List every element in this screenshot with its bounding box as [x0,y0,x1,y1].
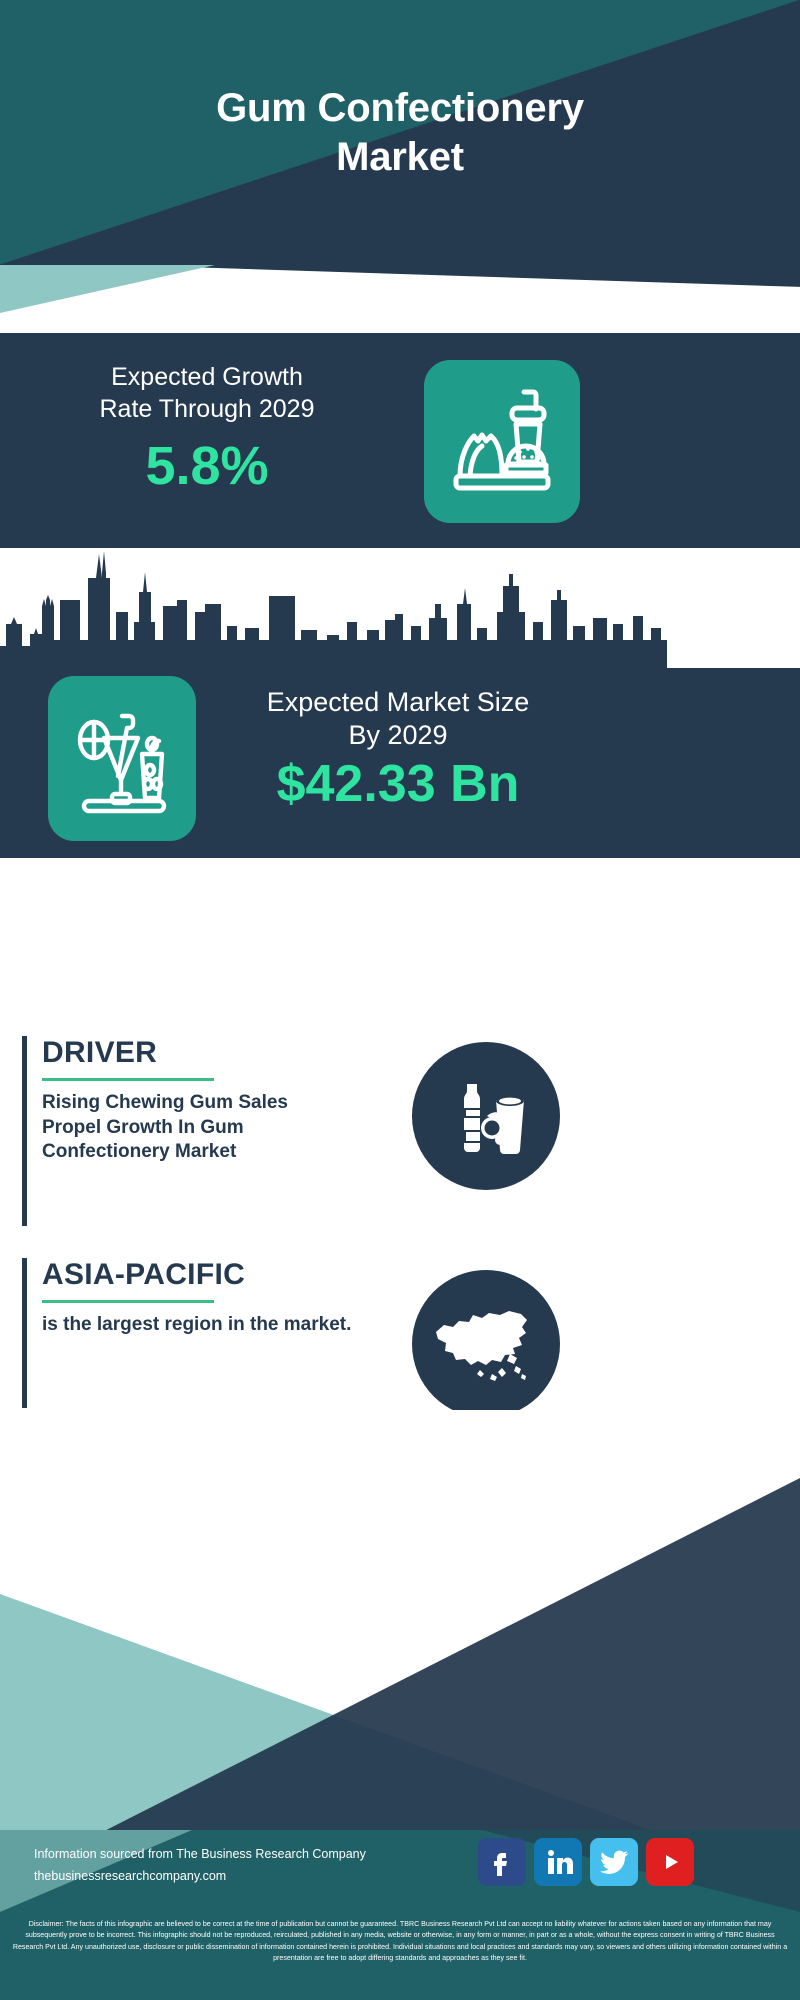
market-size-label: Expected Market Size By 2029 [222,686,574,753]
header-diagonal-shape [0,0,800,265]
growth-rate-panel: Expected Growth Rate Through 2029 5.8% [0,333,800,548]
body-white-area [0,858,800,1338]
asia-map-icon [412,1270,560,1418]
market-size-label-line2: By 2029 [348,720,448,751]
footer-source-line1: Information sourced from The Business Re… [34,1847,366,1861]
driver-text-line2: Propel Growth In Gum [42,1116,244,1138]
footer-source-text: Information sourced from The Business Re… [34,1844,434,1888]
market-size-value: $42.33 Bn [276,754,520,813]
growth-rate-value: 5.8% [145,436,269,496]
driver-content: DRIVER Rising Chewing Gum Sales Propel G… [42,1036,442,1165]
driver-block: DRIVER Rising Chewing Gum Sales Propel G… [22,1036,782,1226]
growth-rate-label-line2: Rate Through 2029 [99,395,315,423]
page-title-line1: Gum Confectionery [216,85,584,130]
facebook-icon[interactable] [478,1838,526,1886]
region-block: ASIA-PACIFIC is the largest region in th… [22,1258,782,1408]
twitter-icon[interactable] [590,1838,638,1886]
market-size-label-line1: Expected Market Size [266,687,530,717]
region-text: is the largest region in the market. [42,1314,352,1335]
beverage-glasses-icon [48,676,196,841]
region-heading: ASIA-PACIFIC [42,1258,246,1291]
driver-text-line3: Confectionery Market [42,1141,237,1163]
growth-rate-label-line1: Expected Growth [111,363,303,391]
fast-food-tray-icon [424,360,580,523]
footer-source-line2[interactable]: thebusinessresearchcompany.com [34,1868,227,1883]
driver-text: Rising Chewing Gum Sales Propel Growth I… [42,1091,442,1165]
region-underline [42,1300,214,1303]
growth-rate-text: Expected Growth Rate Through 2029 5.8% [22,361,392,493]
disclaimer-text: Disclaimer: The facts of this infographi… [12,1920,788,1963]
city-skyline-icon [0,551,667,678]
page-title-line2: Market [336,134,464,179]
region-content: ASIA-PACIFIC is the largest region in th… [42,1258,442,1338]
bottle-and-glass-icon [412,1042,560,1190]
teal-wedge-shape [0,265,215,313]
market-size-panel: Expected Market Size By 2029 $42.33 Bn [0,660,800,858]
footer: Information sourced from The Business Re… [0,1410,800,2000]
navy-wedge-shape [122,265,800,287]
driver-text-line1: Rising Chewing Gum Sales [42,1092,288,1113]
region-left-rail [22,1258,27,1408]
driver-underline [42,1078,214,1081]
header-banner: Gum Confectionery Market [0,0,800,265]
social-links [478,1838,694,1886]
disclaimer: Disclaimer: The facts of this infographi… [0,1912,800,2000]
driver-heading: DRIVER [42,1036,158,1069]
youtube-icon[interactable] [646,1838,694,1886]
linkedin-icon[interactable] [534,1838,582,1886]
page-title: Gum Confectionery Market [0,0,800,265]
growth-rate-label: Expected Growth Rate Through 2029 [22,361,392,425]
driver-left-rail [22,1036,27,1226]
market-size-text: Expected Market Size By 2029 $42.33 Bn [222,686,574,812]
